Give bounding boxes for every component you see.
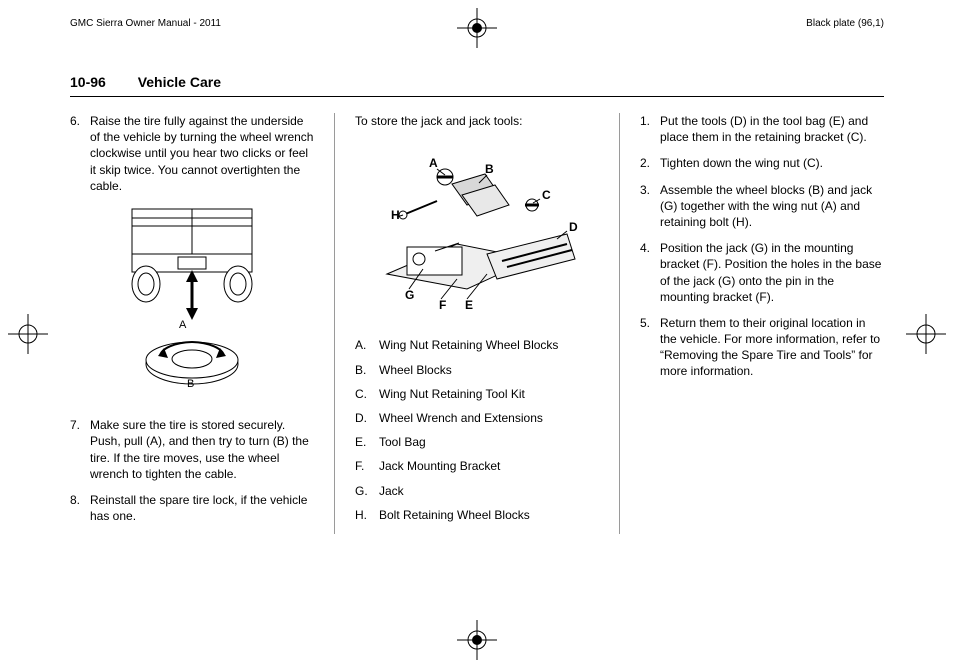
list-num: 8. (70, 492, 90, 524)
legend-text: Jack (379, 483, 599, 499)
column-2: To store the jack and jack tools: (355, 113, 599, 534)
list-item: 8. Reinstall the spare tire lock, if the… (70, 492, 314, 524)
crop-mark-left (8, 314, 48, 354)
legend-text: Jack Mounting Bracket (379, 458, 599, 474)
list-item: H.Bolt Retaining Wheel Blocks (355, 507, 599, 523)
figure-tire-store: A B (70, 204, 314, 403)
list-item: 3.Assemble the wheel blocks (B) and jack… (640, 182, 884, 231)
header-right: Black plate (96,1) (806, 18, 884, 29)
svg-text:B: B (485, 162, 494, 176)
list-text: Raise the tire fully against the undersi… (90, 113, 314, 194)
steps-list-col1: 6. Raise the tire fully against the unde… (70, 113, 314, 194)
svg-text:D: D (569, 220, 578, 234)
page-root: GMC Sierra Owner Manual - 2011 Black pla… (0, 0, 954, 668)
legend-letter: A. (355, 337, 379, 353)
column-1: 6. Raise the tire fully against the unde… (70, 113, 314, 534)
svg-text:G: G (405, 288, 414, 302)
list-text: Return them to their original location i… (660, 315, 884, 380)
svg-text:B: B (187, 378, 194, 390)
svg-text:F: F (439, 298, 446, 312)
svg-text:C: C (542, 188, 551, 202)
legend-letter: E. (355, 434, 379, 450)
legend-letter: G. (355, 483, 379, 499)
section-heading: 10-96 Vehicle Care (70, 74, 884, 97)
legend-text: Tool Bag (379, 434, 599, 450)
list-item: E.Tool Bag (355, 434, 599, 450)
list-text: Position the jack (G) in the mounting br… (660, 240, 884, 305)
list-item: B.Wheel Blocks (355, 362, 599, 378)
content-area: 10-96 Vehicle Care 6. Raise the tire ful… (70, 74, 884, 628)
legend-letter: C. (355, 386, 379, 402)
list-num: 6. (70, 113, 90, 194)
list-num: 1. (640, 113, 660, 145)
list-item: C.Wing Nut Retaining Tool Kit (355, 386, 599, 402)
legend-text: Wing Nut Retaining Tool Kit (379, 386, 599, 402)
col2-intro: To store the jack and jack tools: (355, 113, 599, 129)
list-item: A.Wing Nut Retaining Wheel Blocks (355, 337, 599, 353)
columns-wrapper: 6. Raise the tire fully against the unde… (70, 113, 884, 534)
list-item: F.Jack Mounting Bracket (355, 458, 599, 474)
list-item: D.Wheel Wrench and Extensions (355, 410, 599, 426)
list-item: 2.Tighten down the wing nut (C). (640, 155, 884, 171)
list-item: 4.Position the jack (G) in the mounting … (640, 240, 884, 305)
legend-list: A.Wing Nut Retaining Wheel Blocks B.Whee… (355, 337, 599, 523)
svg-text:A: A (179, 319, 187, 331)
svg-text:H: H (391, 208, 400, 222)
list-num: 4. (640, 240, 660, 305)
list-text: Make sure the tire is stored securely. P… (90, 417, 314, 482)
svg-text:A: A (429, 156, 438, 170)
list-item: 5.Return them to their original location… (640, 315, 884, 380)
column-3: 1.Put the tools (D) in the tool bag (E) … (640, 113, 884, 534)
page-number: 10-96 (70, 74, 106, 90)
column-separator (334, 113, 335, 534)
steps-list-col1b: 7. Make sure the tire is stored securely… (70, 417, 314, 524)
list-text: Assemble the wheel blocks (B) and jack (… (660, 182, 884, 231)
legend-letter: H. (355, 507, 379, 523)
legend-text: Bolt Retaining Wheel Blocks (379, 507, 599, 523)
list-text: Tighten down the wing nut (C). (660, 155, 884, 171)
steps-list-col3: 1.Put the tools (D) in the tool bag (E) … (640, 113, 884, 380)
list-text: Reinstall the spare tire lock, if the ve… (90, 492, 314, 524)
list-item: 7. Make sure the tire is stored securely… (70, 417, 314, 482)
list-num: 7. (70, 417, 90, 482)
header-left: GMC Sierra Owner Manual - 2011 (70, 18, 221, 29)
section-title: Vehicle Care (138, 74, 221, 90)
list-text: Put the tools (D) in the tool bag (E) an… (660, 113, 884, 145)
figure-jack-tools: A B C D E F G H (355, 139, 599, 323)
list-num: 2. (640, 155, 660, 171)
list-item: 1.Put the tools (D) in the tool bag (E) … (640, 113, 884, 145)
svg-text:E: E (465, 298, 473, 312)
legend-text: Wing Nut Retaining Wheel Blocks (379, 337, 599, 353)
legend-text: Wheel Wrench and Extensions (379, 410, 599, 426)
column-separator (619, 113, 620, 534)
list-num: 5. (640, 315, 660, 380)
legend-letter: D. (355, 410, 379, 426)
legend-letter: B. (355, 362, 379, 378)
list-num: 3. (640, 182, 660, 231)
list-item: G.Jack (355, 483, 599, 499)
legend-letter: F. (355, 458, 379, 474)
running-header: GMC Sierra Owner Manual - 2011 Black pla… (70, 18, 884, 29)
legend-text: Wheel Blocks (379, 362, 599, 378)
list-item: 6. Raise the tire fully against the unde… (70, 113, 314, 194)
crop-mark-right (906, 314, 946, 354)
